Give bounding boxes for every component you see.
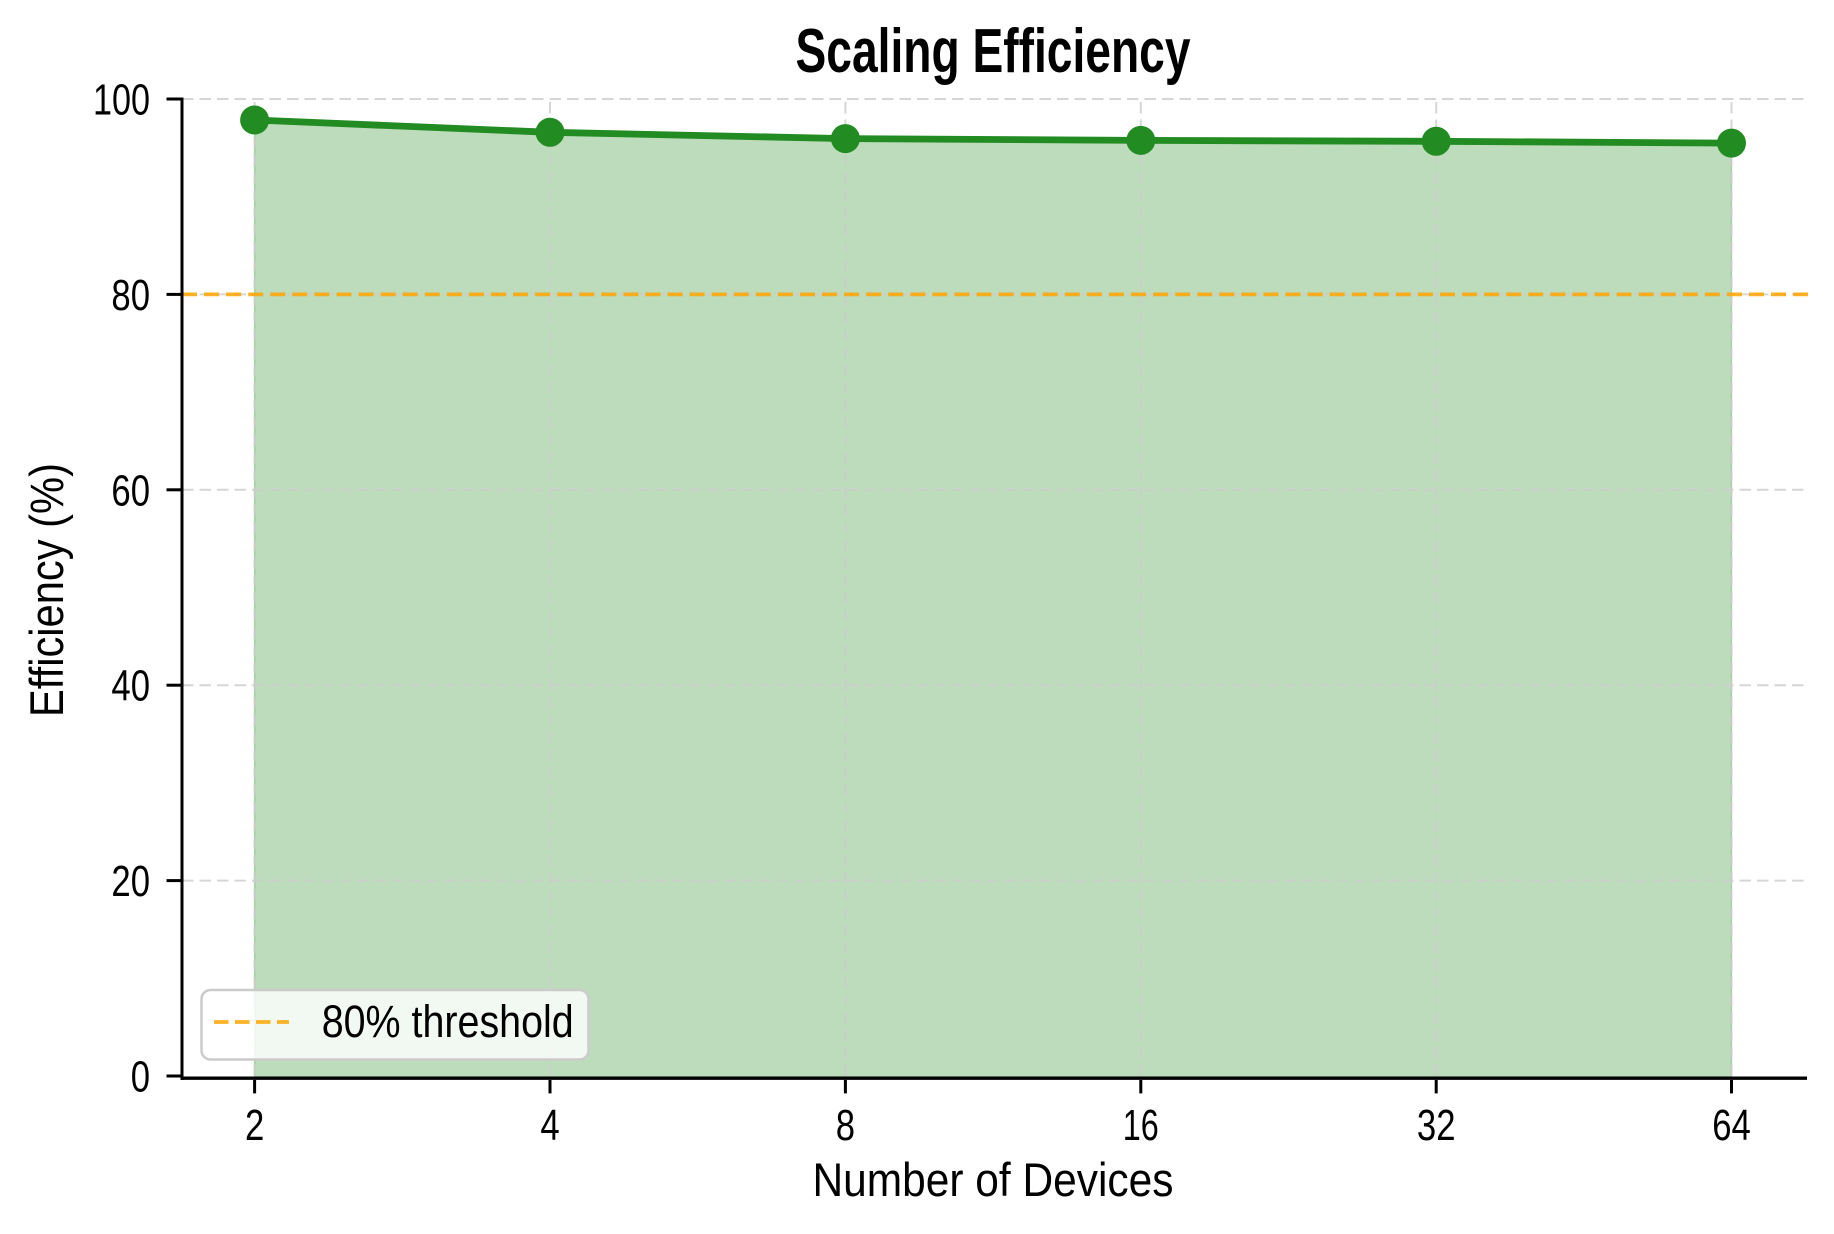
svg-text:2: 2: [245, 1101, 264, 1150]
svg-text:32: 32: [1417, 1101, 1456, 1150]
svg-text:Efficiency (%): Efficiency (%): [20, 463, 73, 717]
svg-text:60: 60: [111, 466, 150, 515]
svg-text:4: 4: [540, 1101, 559, 1150]
svg-text:80: 80: [111, 271, 150, 320]
svg-text:40: 40: [111, 662, 150, 711]
svg-text:0: 0: [131, 1053, 150, 1102]
svg-text:80% threshold: 80% threshold: [322, 996, 574, 1047]
svg-text:Scaling Efficiency: Scaling Efficiency: [796, 17, 1191, 86]
svg-text:20: 20: [111, 857, 150, 906]
svg-text:Number of Devices: Number of Devices: [813, 1153, 1174, 1206]
svg-text:16: 16: [1123, 1101, 1159, 1150]
svg-text:8: 8: [836, 1101, 855, 1150]
svg-text:100: 100: [93, 76, 150, 125]
svg-text:64: 64: [1712, 1101, 1751, 1150]
